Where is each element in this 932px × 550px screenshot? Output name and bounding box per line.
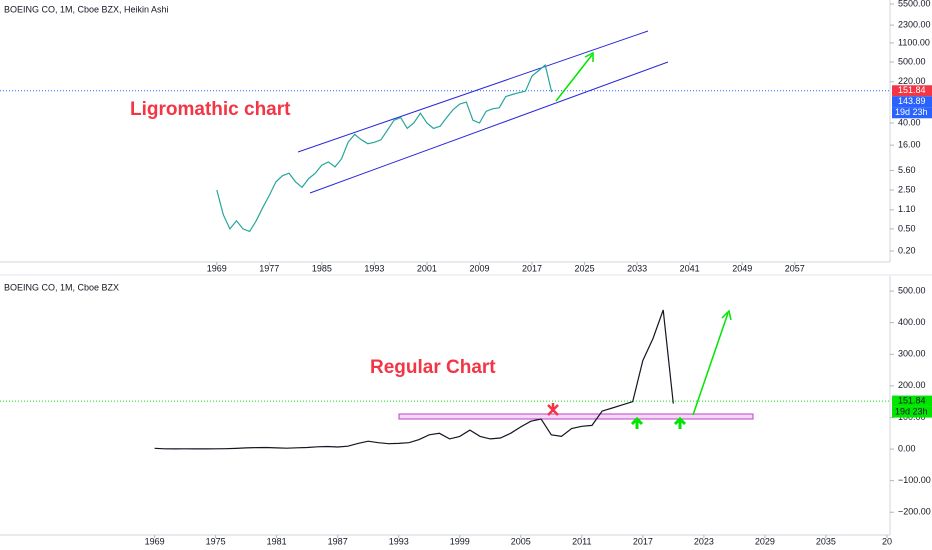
x-tick-label: 1975: [206, 536, 226, 546]
y-tick-label: 500.00: [898, 285, 926, 295]
channel-line: [297, 30, 649, 153]
y-tick-label: 1100.00: [898, 37, 930, 47]
price-label: 151.84: [898, 395, 926, 405]
y-tick-label: 2.50: [898, 184, 916, 194]
x-tick-label: 2033: [627, 263, 647, 273]
x-tick-label: 1969: [207, 263, 227, 273]
y-tick-label: −100.00: [898, 475, 931, 485]
x-tick-label: 1993: [389, 536, 409, 546]
x-tick-label: 1999: [450, 536, 470, 546]
x-tick-label: 20: [882, 536, 892, 546]
x-tick-label: 2001: [417, 263, 437, 273]
y-tick-label: 1.10: [898, 204, 916, 214]
x-tick-label: 2017: [633, 536, 653, 546]
annotation: Ligromathic chart: [130, 99, 291, 120]
x-tick-label: 2029: [755, 536, 775, 546]
x-tick-label: 1969: [145, 536, 165, 546]
y-tick-label: 220.00: [898, 76, 926, 86]
y-tick-label: 5500.00: [898, 0, 931, 8]
star-marker: [547, 403, 559, 416]
y-tick-label: 500.00: [898, 56, 926, 66]
y-tick-label: 16.00: [898, 140, 921, 150]
support-zone: [398, 413, 754, 420]
arrow: [692, 312, 729, 416]
price-line: [216, 64, 553, 233]
countdown-box: [892, 406, 932, 418]
y-tick-label: 40.00: [898, 117, 921, 127]
channel-line: [309, 61, 669, 194]
x-tick-label: 2011: [572, 536, 591, 546]
y-tick-label: 0.50: [898, 223, 916, 233]
x-tick-label: 2049: [732, 263, 752, 273]
y-tick-label: 200.00: [898, 380, 926, 390]
arrow-head: [584, 51, 594, 62]
x-tick-label: 1985: [312, 263, 332, 273]
countdown-box: [892, 107, 932, 119]
y-tick-label: −200.00: [898, 507, 931, 517]
price-label-box: [892, 395, 932, 407]
price-label-box: [892, 96, 932, 108]
up-marker: [673, 416, 687, 429]
y-tick-label: 2300.00: [898, 19, 931, 29]
x-tick-label: 1981: [267, 536, 287, 546]
arrow-head: [721, 309, 732, 321]
y-tick-label: 300.00: [898, 349, 926, 359]
price-label: 151.84: [898, 85, 926, 95]
x-tick-label: 2009: [469, 263, 489, 273]
y-tick-label: 0.00: [898, 443, 916, 453]
chart-title: BOEING CO, 1M, Cboe BZX, Heikin Ashi: [4, 4, 169, 14]
up-marker: [630, 416, 644, 429]
price-line: [154, 309, 674, 450]
x-tick-label: 2023: [694, 536, 714, 546]
x-tick-label: 2025: [575, 263, 595, 273]
countdown-label: 19d 23h: [895, 107, 928, 117]
x-tick-label: 1987: [328, 536, 348, 546]
x-tick-label: 1993: [364, 263, 384, 273]
chart-title: BOEING CO, 1M, Cboe BZX: [4, 282, 119, 292]
x-tick-label: 1977: [259, 263, 279, 273]
x-tick-label: 2057: [785, 263, 805, 273]
price-label-box: [892, 85, 932, 97]
y-tick-label: 5.60: [898, 165, 916, 175]
annotation: Regular Chart: [370, 357, 496, 378]
price-label: 143.89: [898, 96, 926, 106]
y-tick-label: 400.00: [898, 317, 926, 327]
x-tick-label: 2005: [511, 536, 531, 546]
arrow: [555, 54, 593, 102]
x-tick-label: 2017: [522, 263, 542, 273]
y-tick-label: 0.20: [898, 245, 916, 255]
x-tick-label: 2035: [816, 536, 836, 546]
countdown-label: 19d 23h: [895, 406, 928, 416]
x-tick-label: 2041: [680, 263, 700, 273]
